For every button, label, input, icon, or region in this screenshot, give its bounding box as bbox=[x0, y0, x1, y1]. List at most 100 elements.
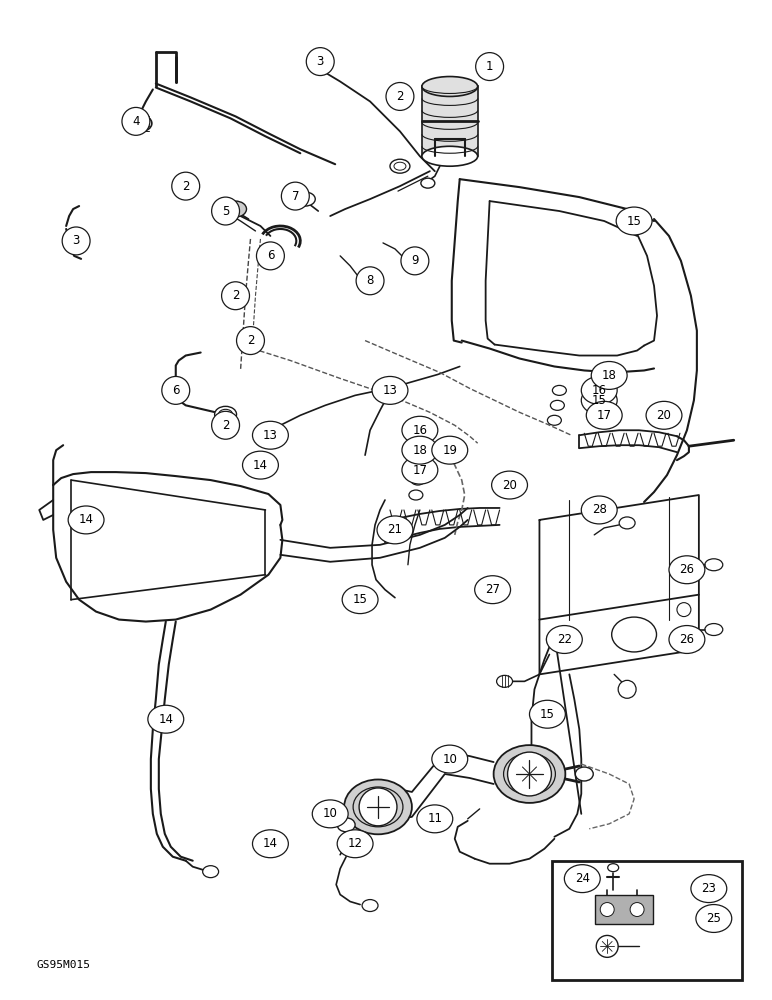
Text: 25: 25 bbox=[706, 912, 721, 925]
Ellipse shape bbox=[122, 107, 150, 135]
Text: 16: 16 bbox=[412, 424, 428, 437]
Text: 15: 15 bbox=[592, 394, 607, 407]
Ellipse shape bbox=[402, 456, 438, 484]
Ellipse shape bbox=[547, 626, 582, 653]
Ellipse shape bbox=[372, 376, 408, 404]
Ellipse shape bbox=[225, 286, 246, 302]
Ellipse shape bbox=[225, 201, 246, 217]
Ellipse shape bbox=[222, 282, 249, 310]
Ellipse shape bbox=[586, 401, 622, 429]
Text: 18: 18 bbox=[601, 369, 617, 382]
Ellipse shape bbox=[705, 559, 723, 571]
Ellipse shape bbox=[215, 406, 236, 422]
Text: 19: 19 bbox=[442, 444, 457, 457]
Bar bbox=[553, 861, 742, 980]
Ellipse shape bbox=[422, 77, 478, 96]
Text: 7: 7 bbox=[292, 190, 299, 203]
Text: 17: 17 bbox=[412, 464, 428, 477]
Ellipse shape bbox=[646, 401, 682, 429]
Bar bbox=[595, 895, 653, 924]
Ellipse shape bbox=[616, 207, 652, 235]
Ellipse shape bbox=[312, 800, 348, 828]
Ellipse shape bbox=[493, 745, 565, 803]
Ellipse shape bbox=[172, 172, 200, 200]
Circle shape bbox=[677, 603, 691, 617]
Ellipse shape bbox=[239, 331, 262, 347]
Ellipse shape bbox=[242, 451, 279, 479]
Ellipse shape bbox=[496, 675, 513, 687]
Ellipse shape bbox=[581, 496, 617, 524]
Circle shape bbox=[507, 752, 551, 796]
Ellipse shape bbox=[581, 386, 617, 414]
Text: 8: 8 bbox=[367, 274, 374, 287]
Ellipse shape bbox=[550, 400, 564, 410]
Text: 27: 27 bbox=[485, 583, 500, 596]
Ellipse shape bbox=[401, 247, 428, 275]
Ellipse shape bbox=[422, 146, 478, 166]
Text: 3: 3 bbox=[317, 55, 324, 68]
Ellipse shape bbox=[296, 192, 315, 206]
Text: 20: 20 bbox=[656, 409, 672, 422]
Ellipse shape bbox=[130, 115, 152, 131]
Text: 21: 21 bbox=[388, 523, 402, 536]
Ellipse shape bbox=[236, 327, 265, 355]
Ellipse shape bbox=[409, 490, 423, 500]
Ellipse shape bbox=[256, 242, 284, 270]
Circle shape bbox=[359, 788, 397, 826]
Ellipse shape bbox=[530, 700, 565, 728]
Ellipse shape bbox=[475, 576, 510, 604]
Text: 2: 2 bbox=[182, 180, 189, 193]
Ellipse shape bbox=[361, 275, 379, 287]
Text: 10: 10 bbox=[323, 807, 337, 820]
Ellipse shape bbox=[591, 362, 627, 389]
Ellipse shape bbox=[575, 767, 593, 781]
Text: 2: 2 bbox=[247, 334, 254, 347]
Text: 23: 23 bbox=[702, 882, 716, 895]
Ellipse shape bbox=[281, 182, 310, 210]
Text: 18: 18 bbox=[412, 444, 428, 457]
Ellipse shape bbox=[696, 905, 732, 932]
Ellipse shape bbox=[337, 818, 355, 832]
Circle shape bbox=[266, 428, 274, 436]
Circle shape bbox=[630, 903, 644, 916]
Ellipse shape bbox=[669, 626, 705, 653]
Ellipse shape bbox=[691, 875, 726, 903]
Ellipse shape bbox=[148, 705, 184, 733]
Ellipse shape bbox=[212, 411, 239, 439]
Ellipse shape bbox=[252, 830, 289, 858]
Text: 24: 24 bbox=[575, 872, 590, 885]
Text: GS95M015: GS95M015 bbox=[36, 960, 90, 970]
Circle shape bbox=[618, 680, 636, 698]
Text: 16: 16 bbox=[591, 384, 607, 397]
Ellipse shape bbox=[476, 53, 503, 81]
Text: 26: 26 bbox=[679, 633, 694, 646]
Text: 13: 13 bbox=[383, 384, 398, 397]
Text: 10: 10 bbox=[442, 753, 457, 766]
Ellipse shape bbox=[356, 267, 384, 295]
Ellipse shape bbox=[492, 471, 527, 499]
Text: 13: 13 bbox=[263, 429, 278, 442]
Ellipse shape bbox=[63, 227, 90, 255]
Text: 2: 2 bbox=[232, 289, 239, 302]
Ellipse shape bbox=[619, 517, 635, 529]
Ellipse shape bbox=[342, 586, 378, 614]
Text: 2: 2 bbox=[222, 419, 229, 432]
Ellipse shape bbox=[344, 779, 412, 834]
Circle shape bbox=[547, 632, 562, 647]
Ellipse shape bbox=[402, 436, 438, 464]
Circle shape bbox=[600, 903, 615, 916]
Ellipse shape bbox=[564, 865, 600, 893]
Text: 4: 4 bbox=[132, 115, 140, 128]
Ellipse shape bbox=[68, 506, 104, 534]
Text: 14: 14 bbox=[263, 837, 278, 850]
Ellipse shape bbox=[362, 900, 378, 912]
Text: 14: 14 bbox=[253, 459, 268, 472]
Ellipse shape bbox=[608, 864, 618, 872]
Ellipse shape bbox=[306, 48, 334, 76]
Text: 28: 28 bbox=[592, 503, 607, 516]
Ellipse shape bbox=[547, 415, 561, 425]
Circle shape bbox=[380, 380, 396, 396]
Ellipse shape bbox=[411, 475, 425, 485]
Text: 15: 15 bbox=[353, 593, 367, 606]
Ellipse shape bbox=[212, 197, 239, 225]
